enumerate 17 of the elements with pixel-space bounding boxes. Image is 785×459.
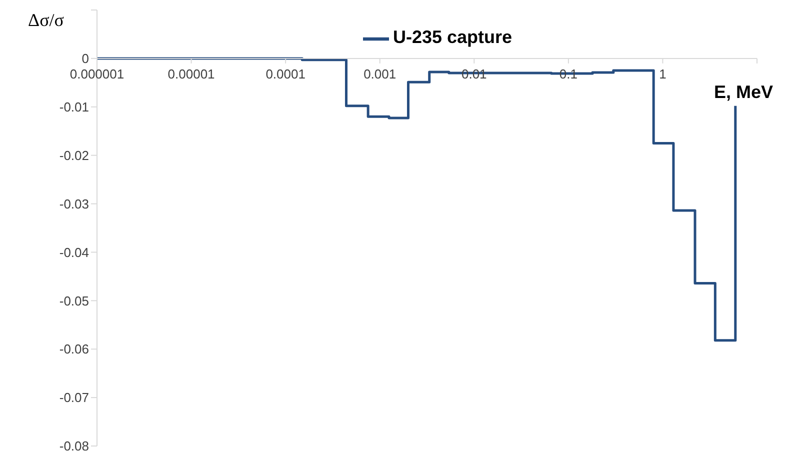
y-tick-label: -0.04 <box>59 244 89 260</box>
x-tick-label: 0.001 <box>364 66 396 82</box>
x-tick-label: 0.00001 <box>168 66 215 82</box>
y-tick-label: -0.05 <box>59 293 89 308</box>
y-tick-label: -0.06 <box>59 342 89 357</box>
legend-label: U-235 capture <box>392 27 512 48</box>
y-tick-label: 0 <box>82 51 89 66</box>
y-tick-label: -0.07 <box>59 390 89 406</box>
y-tick-label: -0.08 <box>59 438 89 454</box>
x-tick-label: 1 <box>659 66 666 82</box>
y-tick-label: -0.01 <box>59 100 89 115</box>
x-tick-label: 0.000001 <box>70 66 124 82</box>
y-tick-label: -0.03 <box>59 196 89 212</box>
y-axis-title: Δσ/σ <box>28 10 64 31</box>
x-tick-label: 0.0001 <box>266 66 306 82</box>
y-tick-label: -0.02 <box>59 148 89 163</box>
x-axis-title: E, MeV <box>714 82 773 103</box>
